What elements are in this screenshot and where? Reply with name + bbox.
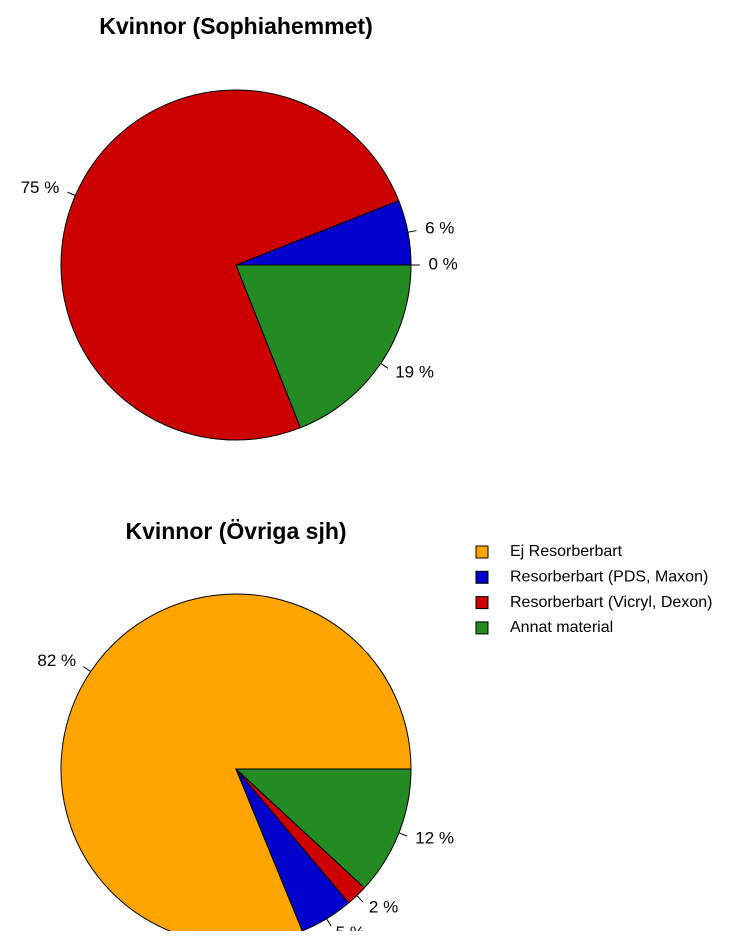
legend-label: Resorberbart (Vicryl, Dexon) bbox=[510, 594, 712, 611]
legend-swatch bbox=[475, 570, 489, 584]
data-label: 0 % bbox=[429, 254, 458, 273]
pie-slice bbox=[234, 768, 412, 889]
legend-label: Annat material bbox=[510, 619, 613, 636]
data-label: 82 % bbox=[37, 651, 76, 670]
label-line bbox=[407, 230, 417, 233]
data-label: 6 % bbox=[425, 218, 454, 237]
chart-title: Kvinnor (Sophiahemmet) bbox=[99, 13, 372, 39]
legend-swatch bbox=[475, 596, 489, 610]
data-label: 5 % bbox=[336, 923, 365, 931]
data-label: 2 % bbox=[369, 898, 398, 917]
data-label: 12 % bbox=[415, 829, 454, 848]
label-line bbox=[67, 191, 76, 196]
label-line bbox=[356, 895, 364, 903]
pie-slice bbox=[235, 264, 412, 429]
legend-swatch bbox=[475, 621, 489, 635]
label-line bbox=[83, 666, 91, 672]
label-line bbox=[380, 362, 389, 369]
label-line bbox=[398, 832, 408, 837]
data-label: 75 % bbox=[21, 178, 60, 197]
data-label: 19 % bbox=[395, 363, 434, 382]
legend-label: Resorberbart (PDS, Maxon) bbox=[510, 569, 708, 586]
legend-swatch bbox=[475, 545, 489, 559]
legend-label: Ej Resorberbart bbox=[510, 543, 623, 560]
label-line bbox=[326, 918, 332, 927]
chart-title: Kvinnor (Övriga sjh) bbox=[125, 518, 346, 544]
pie-slice bbox=[60, 89, 400, 441]
